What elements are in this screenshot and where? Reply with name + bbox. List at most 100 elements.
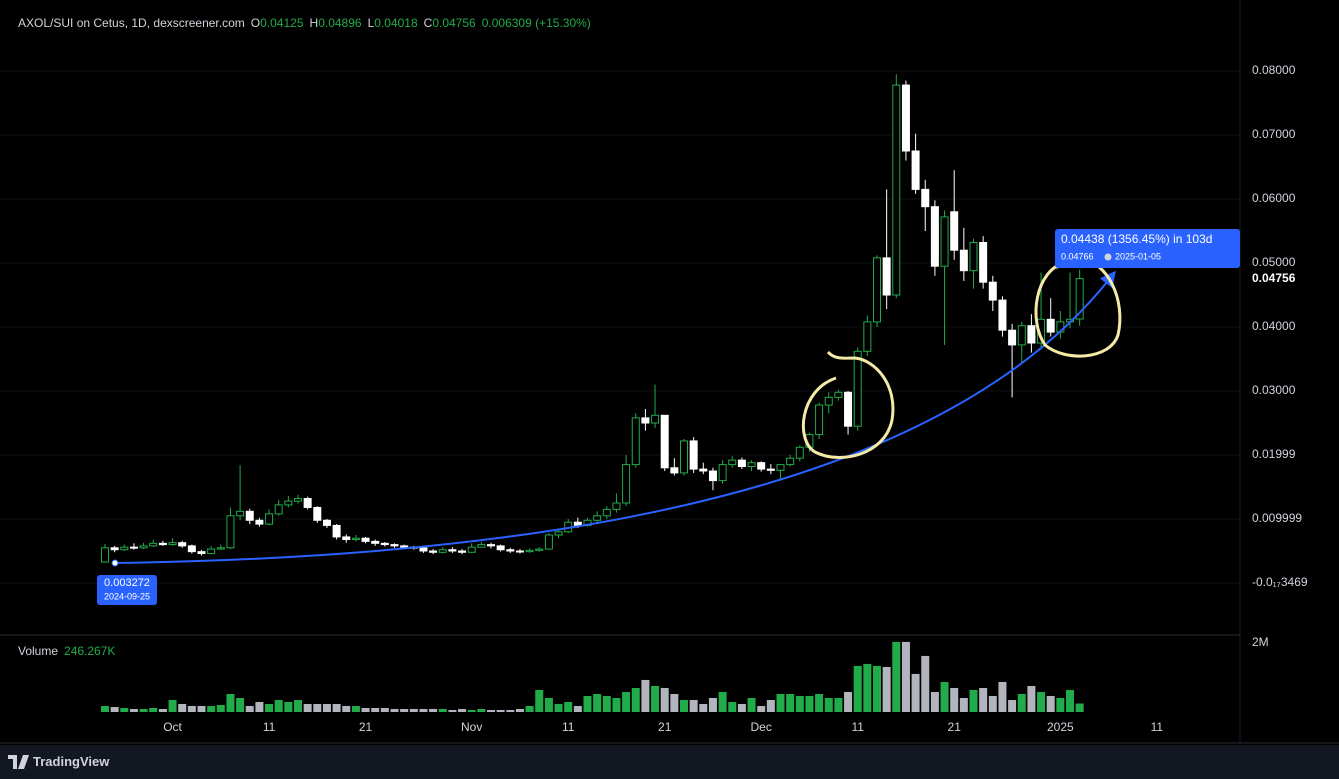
volume-bar [708,697,717,712]
candle-body-up [168,542,177,546]
volume-bar [786,693,795,712]
volume-bar [294,699,302,712]
candle-body-down [380,542,389,546]
volume-bar [487,709,495,712]
volume-bar [940,681,949,712]
candle-body-down [979,242,988,283]
volume-bar [458,708,467,712]
candle-body-up [834,391,843,398]
volume-bar [1027,685,1036,712]
volume-legend: Volume 246.267K [18,644,115,658]
candle-body-down [110,547,119,551]
candle-body-up [438,549,447,553]
candle-body-down [178,542,187,547]
volume-bar [178,703,187,712]
volume-bar [496,709,505,712]
volume-bar [815,693,824,712]
candle-body-down [988,281,997,301]
candle-body-up [680,440,688,474]
candle-body-up [969,242,978,272]
volume-bar [680,699,688,712]
volume-bar [622,691,631,712]
candle-body-down [708,470,717,482]
candle-body-down [757,462,766,470]
volume-bar [303,703,312,712]
volume-bar [602,695,611,712]
candle-body-up [525,549,534,553]
volume-bar [863,663,872,712]
candle-body-up [1017,325,1026,346]
candle-body-down [129,546,138,549]
volume-bar [477,708,486,712]
candle-body-up [786,457,795,466]
volume-bar [409,708,418,712]
candle-body-down [737,459,746,468]
candle-body-down [959,249,968,272]
volume-bar [689,699,698,712]
candle-body-down [429,550,438,553]
volume-value: 246.267K [64,644,116,658]
measure-start-box [97,575,157,605]
candle-body-down [506,549,515,552]
volume-bar [371,707,380,712]
measure-start-date: 2024-09-25 [104,591,150,601]
y-tick-label: 0.04000 [1252,319,1296,333]
volume-bar [438,708,447,712]
candle-body-down [197,551,206,555]
y-tick-label: 0.009999 [1252,511,1302,525]
ohlc-key: O [250,16,261,30]
candle-body-down [921,188,930,208]
volume-bar [400,708,409,712]
candle-body-up [535,548,544,551]
volume-bar [1046,695,1055,712]
candle-body-up [207,548,216,555]
candle-body-down [844,391,853,427]
volume-bar [795,695,804,712]
volume-bar [313,703,322,712]
candle-body-up [747,462,756,468]
candle-body-up [226,515,235,549]
volume-bar [390,708,399,712]
volume-bar [950,687,959,712]
candle-body-down [342,536,351,540]
candle-body-up [612,502,621,510]
volume-bar [101,705,109,712]
candle-body-up [477,544,486,548]
volume-bar [139,708,148,712]
candle-body-down [641,417,650,424]
candle-body-down [496,545,505,551]
volume-bar [564,701,573,712]
volume-tick-label: 2M [1252,635,1269,649]
ohlc-value: 0.04896 [318,16,362,30]
candle-body-up [265,513,274,525]
candle-body-down [660,414,669,469]
candle-body-up [284,500,293,506]
measure-end-box [1055,229,1240,268]
volume-bar [1075,703,1084,712]
highlight-circle [801,350,895,459]
volume-bar [216,704,225,712]
volume-bar [197,705,206,712]
volume-bar [959,697,968,712]
x-tick-label: Nov [461,720,482,734]
candle-body-up [544,534,553,550]
ohlc-key: C [423,16,433,30]
candle-body-down [882,257,891,296]
brand[interactable]: TradingView [33,754,110,769]
volume-bar [969,689,978,712]
volume-bar [226,693,235,712]
volume-bar [979,687,988,712]
candle-body-down [332,524,341,538]
volume-bar [448,709,457,712]
legend-header: AXOL/SUI on Cetus, 1D, dexscreener.com O0… [18,16,597,30]
candle-body-up [274,504,283,515]
volume-bar [274,699,283,712]
candle-body-up [351,537,360,540]
measure-curve [114,270,1116,564]
volume-bar [429,708,438,712]
last-price-box [1244,269,1336,288]
footer: TradingView [0,745,1339,779]
volume-bar [120,707,129,712]
